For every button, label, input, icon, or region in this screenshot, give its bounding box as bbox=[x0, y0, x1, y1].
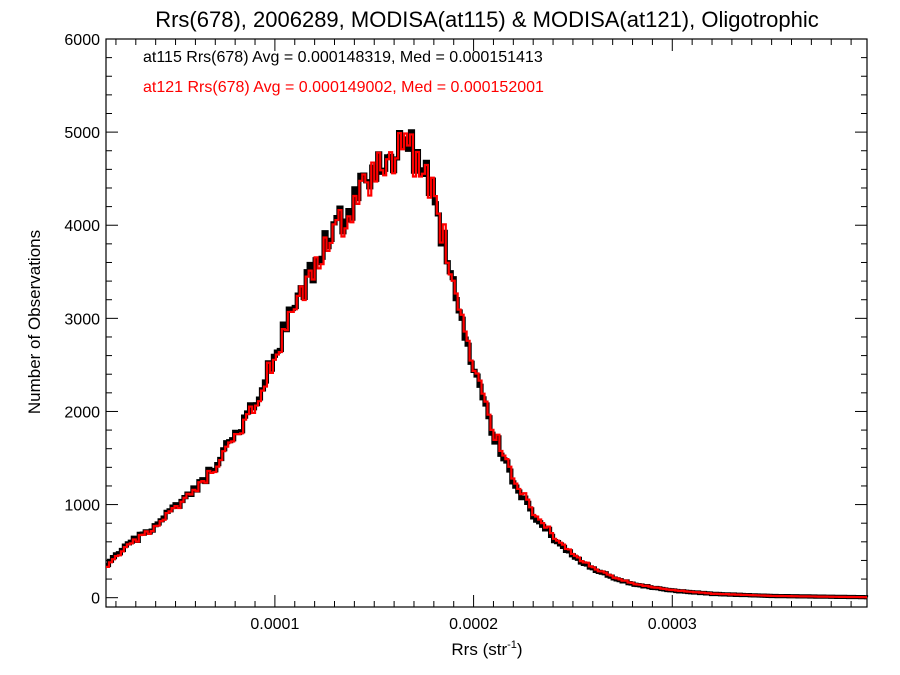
plot-border bbox=[105, 38, 868, 608]
y-tick-label: 0 bbox=[91, 591, 100, 608]
y-axis: 0 1000 2000 3000 4000 5000 6000 bbox=[64, 32, 867, 608]
x-axis: 0.0001 0.0002 0.0003 bbox=[115, 39, 852, 633]
y-tick-label: 4000 bbox=[64, 218, 100, 235]
series-layer bbox=[106, 129, 869, 600]
y-tick-label: 1000 bbox=[64, 498, 100, 515]
y-tick-label: 6000 bbox=[64, 32, 100, 49]
x-axis-label-suffix: ) bbox=[517, 640, 523, 659]
annotation-at121: at121 Rrs(678) Avg = 0.000149002, Med = … bbox=[143, 79, 544, 96]
y-tick-label: 2000 bbox=[64, 404, 100, 421]
x-tick-label: 0.0002 bbox=[449, 616, 498, 633]
x-axis-label-main: Rrs (str bbox=[451, 640, 507, 659]
histogram-series-0 bbox=[106, 129, 869, 600]
x-tick-label: 0.0003 bbox=[648, 616, 697, 633]
x-axis-label-exponent: -1 bbox=[507, 639, 517, 651]
histogram-series-1 bbox=[106, 132, 868, 599]
y-tick-label: 3000 bbox=[64, 311, 100, 328]
plot-frame bbox=[105, 38, 868, 608]
y-tick-label: 5000 bbox=[64, 125, 100, 142]
annotation-at115: at115 Rrs(678) Avg = 0.000148319, Med = … bbox=[143, 49, 543, 66]
chart-title: Rrs(678), 2006289, MODISA(at115) & MODIS… bbox=[155, 7, 819, 32]
y-axis-label: Number of Observations bbox=[25, 230, 44, 414]
x-tick-label: 0.0001 bbox=[250, 616, 299, 633]
x-axis-label: Rrs (str-1) bbox=[451, 639, 522, 659]
